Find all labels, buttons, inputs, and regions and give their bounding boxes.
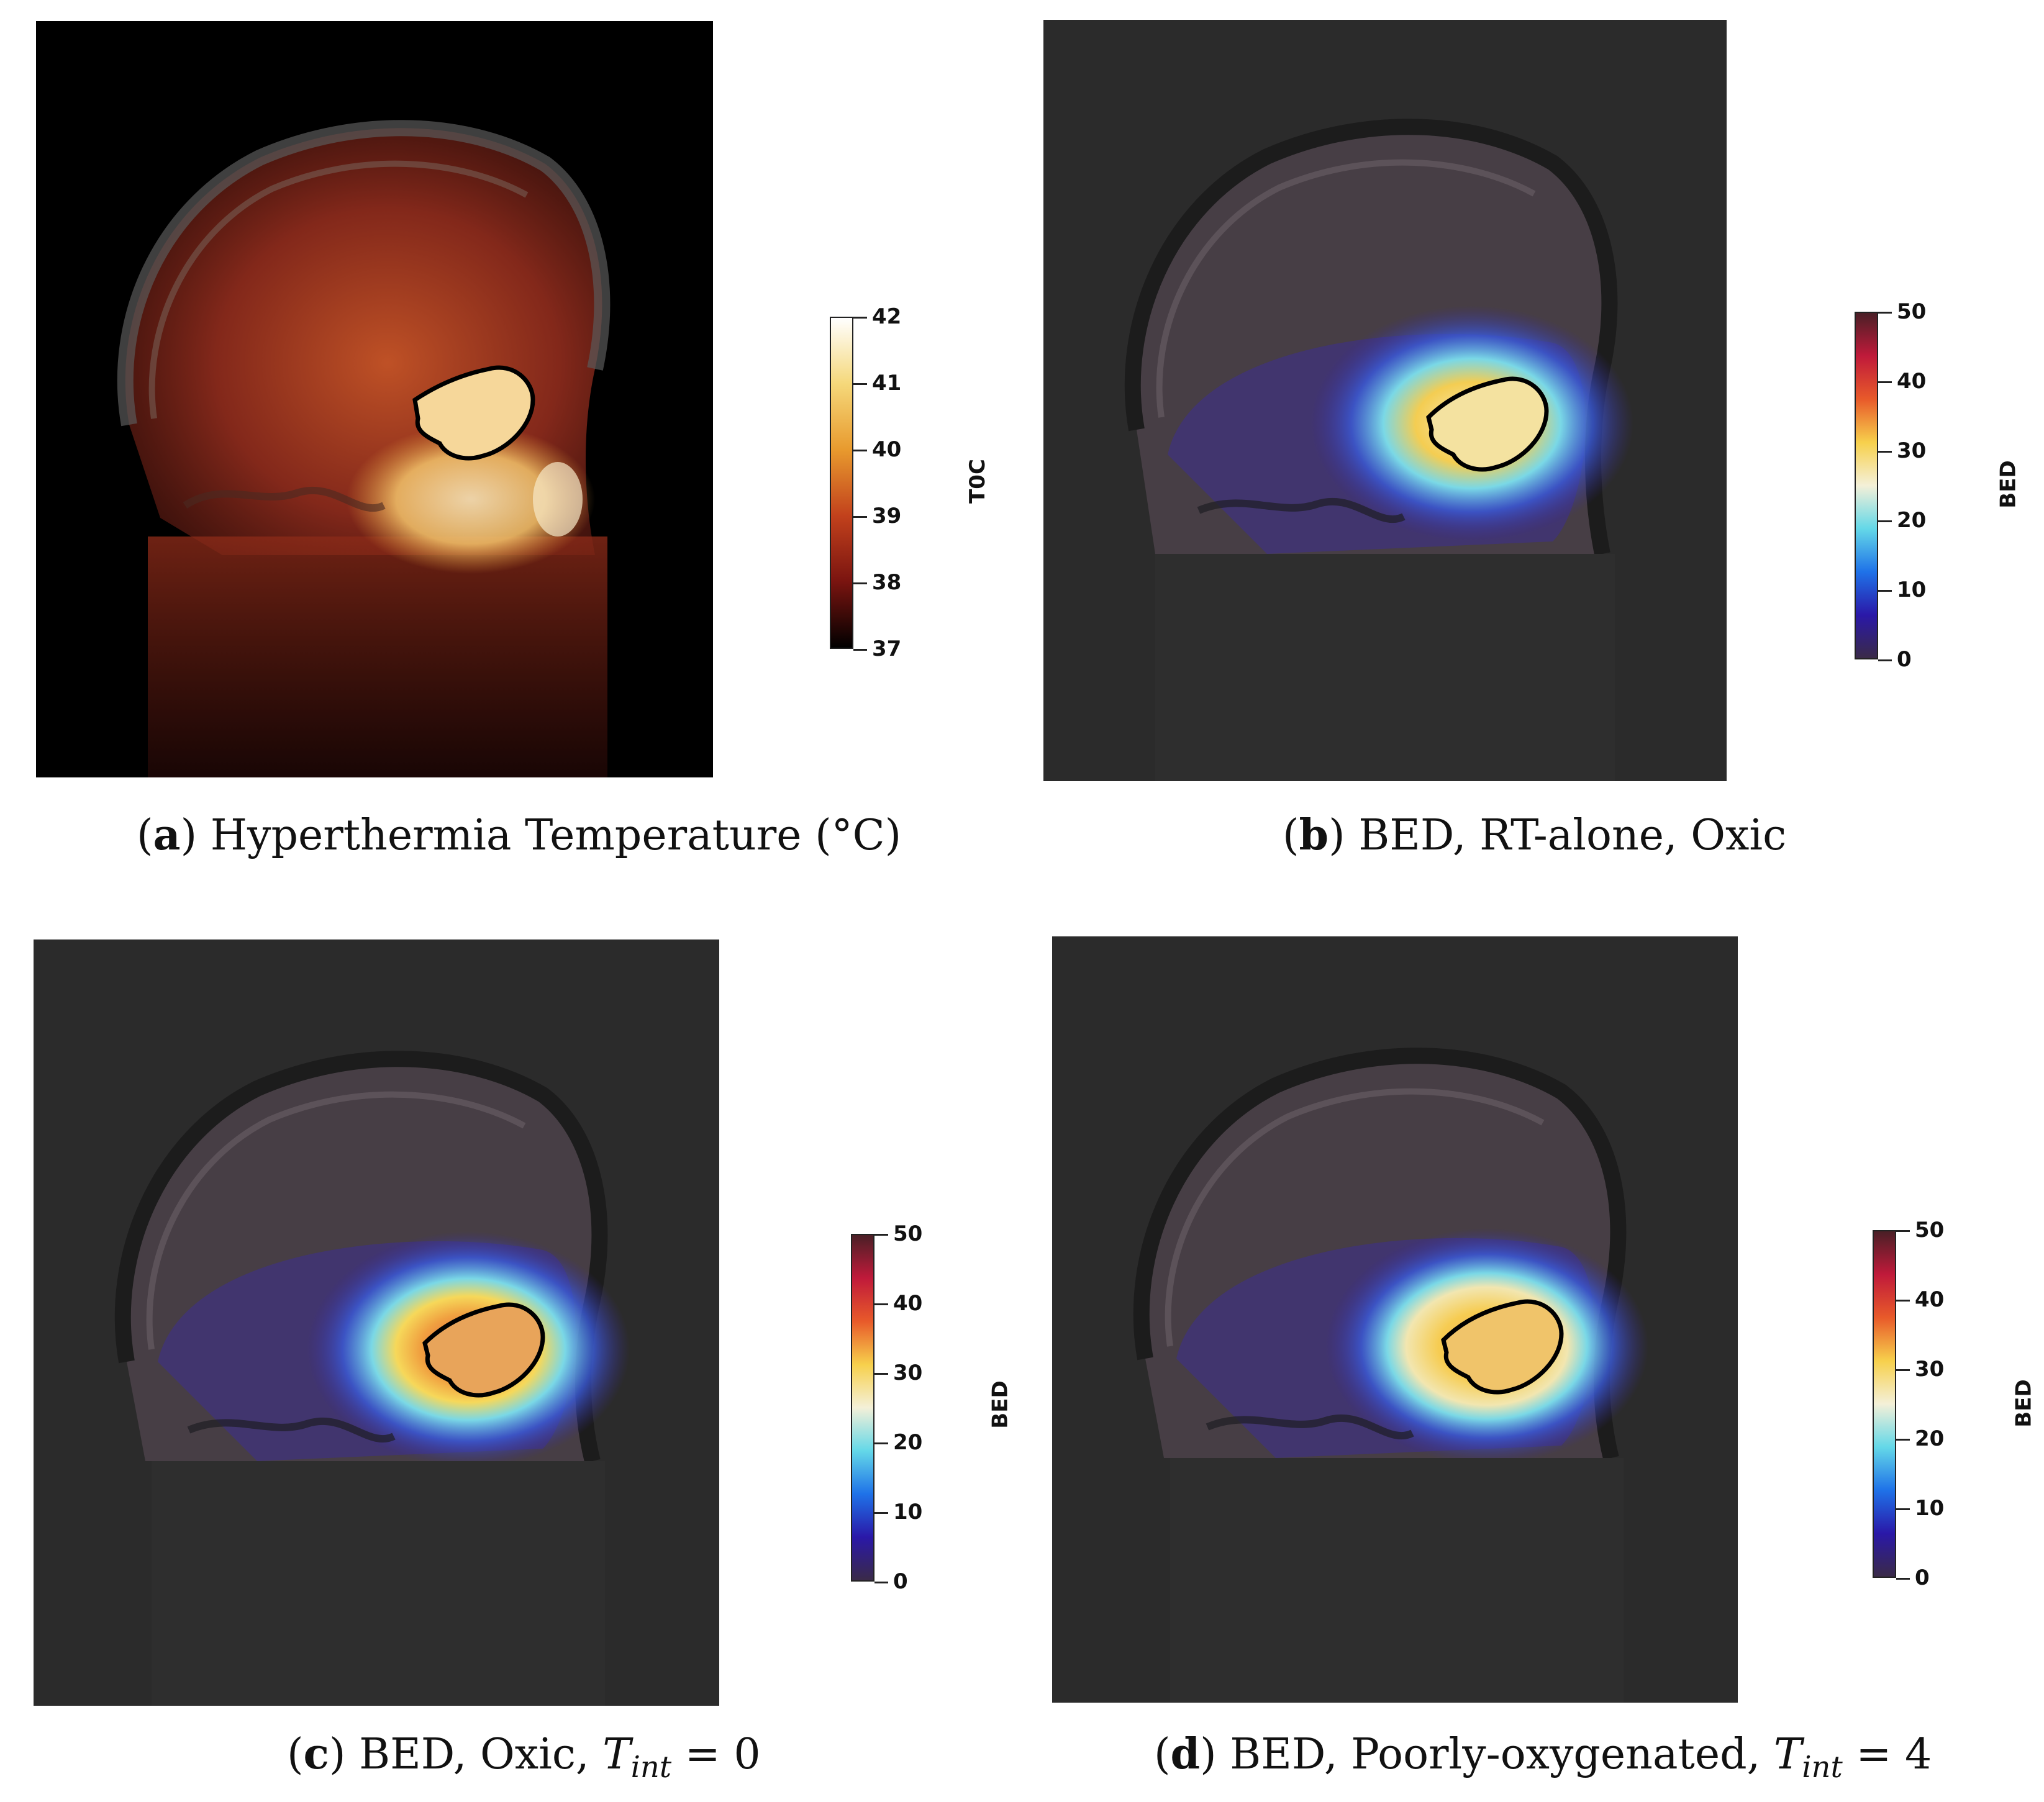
caption-text: Hyperthermia Temperature (°C) (210, 811, 902, 860)
caption-letter: c (303, 1729, 329, 1779)
caption-value: = 4 (1842, 1730, 1932, 1779)
tick-label: 20 (1915, 1426, 1945, 1451)
caption-b: (b) BED, RT-alone, Oxic (1283, 810, 1787, 860)
caption-text: BED, RT-alone, Oxic (1358, 811, 1787, 860)
caption-d: (d) BED, Poorly-oxygenated, Tint = 4 (1154, 1729, 1932, 1785)
tick-label: 40 (893, 1291, 923, 1316)
caption-subscript: int (630, 1750, 672, 1785)
caption-subscript: int (1802, 1750, 1843, 1785)
tick-label: 50 (1897, 299, 1927, 324)
caption-variable: T (1773, 1730, 1802, 1779)
tick-label: 50 (1915, 1218, 1945, 1243)
tick-label: 40 (872, 437, 902, 462)
colorbar-title: BED (2011, 1379, 2037, 1428)
tick-label: 30 (1915, 1357, 1945, 1382)
tick-label: 10 (1915, 1496, 1945, 1521)
temperature-map-image (36, 21, 713, 777)
caption-a: (a) Hyperthermia Temperature (°C) (137, 810, 902, 860)
caption-c: (c) BED, Oxic, Tint = 0 (287, 1729, 761, 1785)
bed-colorbar: 50 40 30 20 10 0 (851, 1221, 922, 1594)
tick-label: 38 (872, 570, 902, 595)
colorbar-gradient (851, 1234, 874, 1582)
tick-label: 40 (1897, 369, 1927, 394)
tick-label: 20 (1897, 508, 1927, 533)
bed-map-image (34, 939, 719, 1706)
tick-label: 20 (893, 1430, 923, 1455)
caption-text: BED, Oxic, (359, 1730, 603, 1779)
colorbar-gradient (1873, 1230, 1896, 1578)
colorbar-title: BED (988, 1380, 1013, 1429)
caption-text: BED, Poorly-oxygenated, (1230, 1730, 1774, 1779)
bed-map-image (1052, 936, 1738, 1703)
tick-label: 40 (1915, 1287, 1945, 1312)
colorbar-gradient (830, 317, 853, 649)
colorbar-gradient (1855, 312, 1878, 659)
tick-label: 37 (872, 636, 902, 661)
tick-label: 0 (1897, 647, 1912, 672)
bed-colorbar: 50 40 30 20 10 0 (1855, 299, 1926, 672)
caption-letter: d (1170, 1729, 1201, 1779)
tick-label: 0 (893, 1569, 908, 1594)
caption-value: = 0 (671, 1730, 761, 1779)
tick-label: 10 (893, 1500, 923, 1524)
temperature-colorbar: 42 41 40 39 38 37 (830, 304, 901, 661)
bed-map-image (1043, 20, 1727, 781)
colorbar-title: T0C (965, 459, 990, 504)
colorbar-title: BED (1996, 460, 2021, 509)
tick-label: 0 (1915, 1565, 1930, 1590)
tick-label: 30 (893, 1361, 923, 1385)
tick-label: 50 (893, 1221, 923, 1246)
tick-label: 42 (872, 304, 902, 329)
caption-letter: b (1299, 810, 1329, 860)
tick-label: 41 (872, 371, 902, 396)
bed-colorbar: 50 40 30 20 10 0 (1873, 1218, 1944, 1590)
caption-variable: T (602, 1730, 631, 1779)
caption-letter: a (153, 810, 181, 860)
tick-label: 30 (1897, 438, 1927, 463)
tick-label: 39 (872, 504, 902, 528)
tick-label: 10 (1897, 577, 1927, 602)
